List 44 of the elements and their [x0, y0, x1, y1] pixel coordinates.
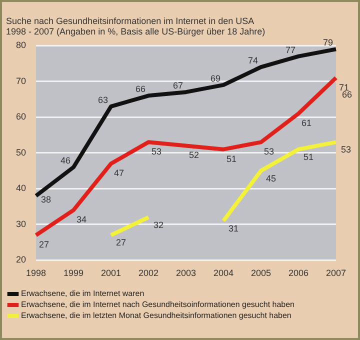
data-label: 46	[60, 156, 71, 166]
data-label: 27	[116, 238, 126, 248]
legend-label: Erwachsene, die im Internet nach Gesundheitsoinformationen gesucht haben	[21, 300, 295, 310]
y-tick-label: 40	[16, 183, 26, 194]
data-label: 31	[228, 223, 239, 234]
x-tick-label: 2006	[288, 268, 309, 278]
data-label: 34	[76, 214, 87, 225]
y-tick-label: 80	[16, 40, 26, 50]
data-label: 61	[301, 118, 312, 128]
x-tick-label: 2004	[213, 268, 234, 278]
data-label: 38	[41, 194, 52, 204]
data-label: 77	[285, 44, 296, 55]
x-tick-label: 2005	[250, 268, 272, 278]
text: 1998 - 2007 (Angaben in %, Basis alle US-Bürger über 18 Jahre)	[6, 26, 266, 37]
data-label: 53	[264, 146, 274, 157]
x-tick-label: 1999	[63, 268, 84, 278]
data-label: 52	[189, 150, 200, 160]
x-tick-label: 2002	[138, 268, 159, 278]
data-label: 51	[226, 154, 237, 164]
data-label: 67	[173, 80, 184, 91]
x-tick-label: 2007	[326, 268, 346, 278]
y-tick-label: 50	[16, 147, 26, 158]
data-label: 63	[98, 94, 108, 105]
data-label: 32	[154, 220, 164, 230]
y-tick-label: 20	[16, 254, 26, 265]
legend-label: Erwachsene, die im Internet waren	[21, 289, 144, 298]
data-label: 74	[248, 56, 258, 66]
data-label: 66	[136, 84, 146, 94]
data-label: 47	[114, 168, 124, 178]
data-label: 45	[266, 173, 276, 184]
data-label: 69	[210, 73, 221, 84]
y-tick-label: 60	[16, 112, 26, 122]
y-tick-label: 30	[16, 218, 26, 229]
data-label: 27	[39, 240, 50, 250]
text: Suche nach Gesundheitsinformationen im Internet in den USA	[6, 16, 254, 26]
x-tick-label: 1998	[26, 268, 46, 278]
x-tick-label: 2003	[176, 268, 196, 278]
data-label: 53	[340, 144, 352, 155]
x-tick-label: 2001	[100, 268, 122, 278]
data-label: 79	[322, 38, 334, 48]
data-label: 53	[152, 146, 162, 157]
data-label: 51	[303, 152, 314, 162]
legend-label: Erwachsene, die im letzten Monat Gesundheitsinformationen gesucht haben	[21, 311, 292, 320]
y-tick-label: 70	[16, 76, 26, 86]
